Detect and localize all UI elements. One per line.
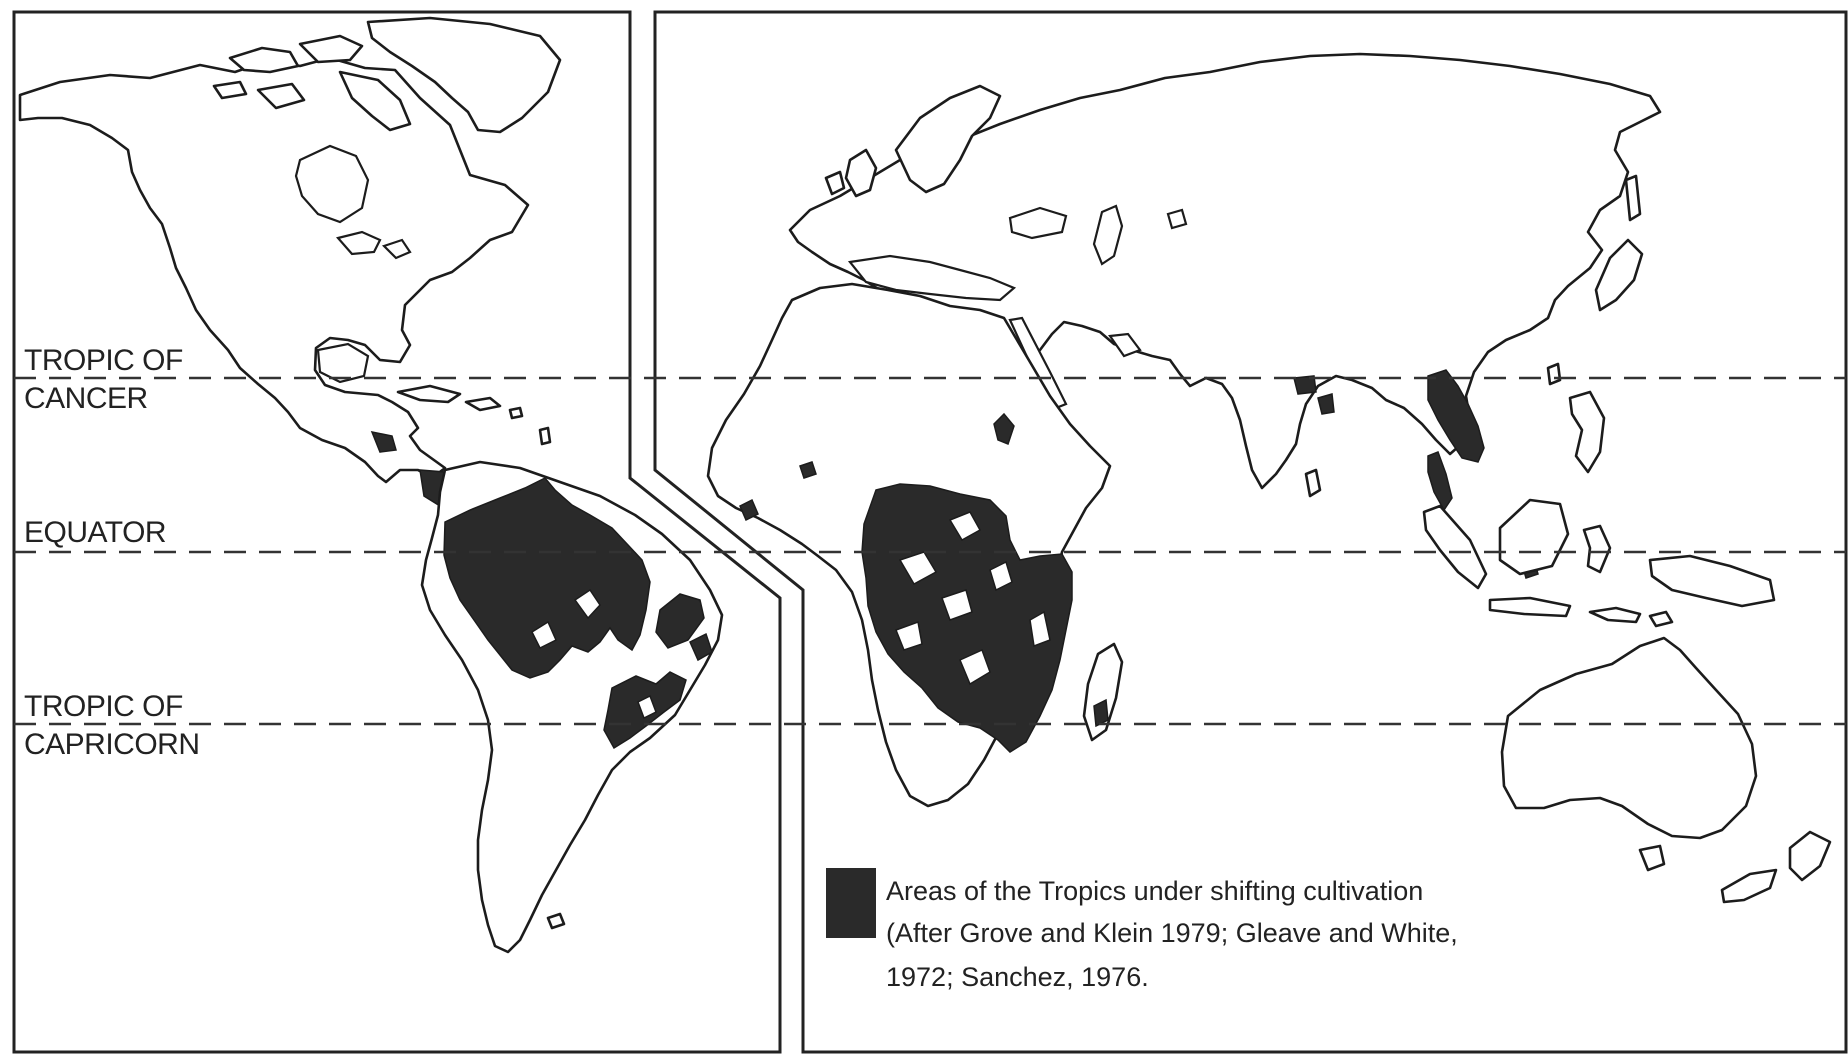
black-sea [1008, 206, 1068, 240]
australia-outline [1500, 636, 1758, 840]
map-frames [12, 10, 1848, 1054]
legend-swatch [826, 868, 876, 938]
south-brazil-gap [637, 694, 657, 720]
mediterranean-sea [847, 254, 1017, 302]
shifting-cultivation-amazon[interactable] [443, 477, 651, 679]
latitude-labels: TROPIC OF CANCER EQUATOR TROPIC OF CAPRI… [24, 344, 200, 761]
central-africa-gap [941, 589, 973, 621]
japan-outline [1594, 238, 1644, 312]
great-lakes [381, 238, 412, 260]
central-africa-gap [959, 648, 991, 686]
latitude-lines [14, 376, 1846, 726]
ireland-outline [824, 170, 846, 196]
tropic-of-cancer-label-line1: TROPIC OF [24, 344, 183, 377]
caspian-sea [1092, 204, 1124, 266]
central-africa-gap [1029, 610, 1051, 648]
sulawesi-outline [1582, 524, 1612, 574]
java-outline [1488, 596, 1572, 618]
indonesia-islands [1648, 610, 1674, 628]
tropic-of-capricorn-label-line2: CAPRICORN [24, 728, 200, 761]
legend-text-line1: Areas of the Tropics under shifting cult… [886, 876, 1423, 906]
hispaniola-outline [464, 396, 502, 412]
shifting-cultivation-madagascar [1093, 698, 1109, 728]
shifting-cultivation-indochina[interactable] [1427, 369, 1485, 463]
hudson-bay [294, 144, 370, 224]
shifting-cultivation-india [1293, 375, 1317, 395]
legend-text-line3: 1972; Sanchez, 1976. [886, 962, 1149, 992]
central-africa-gap [948, 511, 982, 542]
old-world-panel-frame [653, 10, 1848, 1054]
new-zealand-outline [1720, 868, 1778, 904]
shifting-cultivation-ne-brazil [689, 632, 713, 662]
amazon-gap [573, 588, 601, 620]
scandinavia-outline [894, 84, 1002, 194]
legend-text-line2: (After Grove and Klein 1979; Gleave and … [886, 918, 1458, 948]
shifting-cultivation-malay-peninsula [1427, 451, 1453, 512]
taiwan-outline [1546, 362, 1562, 386]
madagascar-outline [1082, 642, 1124, 742]
caribbean-island [538, 426, 552, 446]
shifting-cultivation-sahel [993, 412, 1015, 445]
gulf-of-mexico [316, 342, 370, 384]
amazon-gap [531, 620, 557, 650]
americas [18, 16, 724, 954]
aral-sea [1166, 208, 1188, 230]
central-africa-gap [898, 551, 938, 586]
shifting-cultivation-india [1317, 393, 1335, 415]
shifting-cultivation-central-america [370, 430, 397, 453]
great-britain-outline [844, 148, 878, 198]
sumatra-outline [1422, 504, 1488, 590]
new-zealand-outline [1788, 830, 1832, 882]
shifting-cultivation-central-africa[interactable] [861, 483, 1073, 753]
philippines-outline [1568, 390, 1606, 474]
great-lakes [335, 230, 382, 256]
north-america-outline [18, 56, 530, 484]
central-africa-gap [895, 620, 923, 651]
falkland-islands [546, 912, 566, 930]
arctic-island [228, 46, 300, 74]
cuba-outline [396, 384, 462, 404]
americas-panel-frame [12, 10, 782, 1054]
indonesia-islands [1588, 606, 1642, 624]
central-africa-gap [989, 560, 1013, 592]
tasmania-outline [1638, 844, 1666, 872]
new-guinea-outline [1648, 554, 1776, 608]
greenland-outline [366, 16, 562, 134]
legend: Areas of the Tropics under shifting cult… [826, 868, 1458, 992]
shifting-cultivation-west-africa [739, 498, 759, 522]
caribbean-island [508, 406, 524, 420]
shifting-cultivation-ne-brazil [655, 593, 705, 649]
arctic-island [256, 82, 306, 110]
arctic-island [298, 34, 364, 64]
arctic-island [212, 80, 248, 100]
sakhalin-outline [1624, 174, 1642, 222]
persian-gulf [1108, 332, 1142, 358]
shifting-cultivation-west-africa [799, 461, 817, 479]
tropic-of-cancer-label-line2: CANCER [24, 382, 148, 415]
baffin-island-outline [338, 70, 412, 132]
tropic-of-capricorn-label-line1: TROPIC OF [24, 690, 183, 723]
old-world [706, 52, 1832, 904]
borneo-outline [1498, 498, 1570, 576]
sri-lanka-outline [1304, 468, 1322, 498]
equator-label: EQUATOR [24, 516, 166, 549]
